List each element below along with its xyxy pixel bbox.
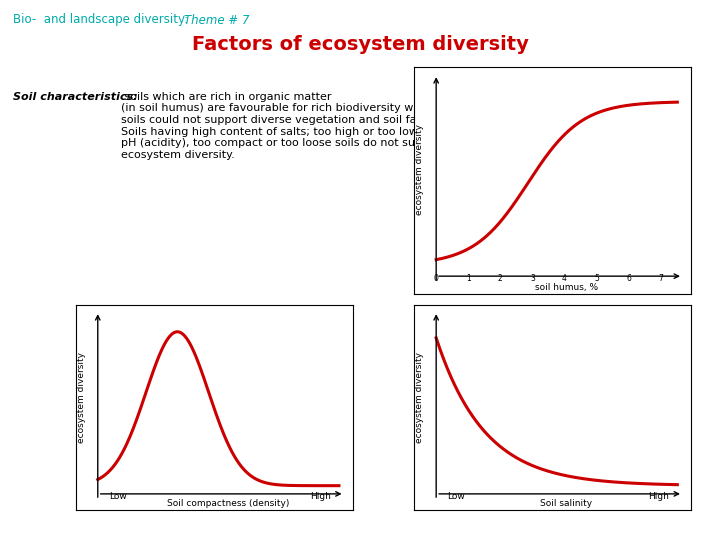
Text: 1: 1 [466, 274, 471, 283]
Text: 5: 5 [594, 274, 599, 283]
Text: Factors of ecosystem diversity: Factors of ecosystem diversity [192, 35, 528, 54]
Text: soils which are rich in organic matter
(in soil humus) are favourable for rich b: soils which are rich in organic matter (… [121, 92, 467, 160]
Text: 0: 0 [433, 274, 438, 283]
Text: ecosystem diversity: ecosystem diversity [415, 352, 424, 443]
Text: Soil compactness (density): Soil compactness (density) [167, 500, 289, 508]
Text: Soil salinity: Soil salinity [541, 500, 593, 508]
Text: 6: 6 [626, 274, 631, 283]
Text: 4: 4 [562, 274, 567, 283]
Text: Soil characteristics:: Soil characteristics: [13, 92, 138, 102]
Text: ecosystem diversity: ecosystem diversity [76, 352, 86, 443]
Text: soil humus, %: soil humus, % [535, 283, 598, 292]
Text: 7: 7 [658, 274, 663, 283]
Text: Low: Low [109, 492, 127, 501]
Text: High: High [310, 492, 330, 501]
Text: Bio-  and landscape diversity:: Bio- and landscape diversity: [13, 14, 192, 26]
Text: High: High [648, 492, 669, 501]
Text: Low: Low [447, 492, 465, 501]
Text: 2: 2 [498, 274, 503, 283]
Text: 3: 3 [530, 274, 535, 283]
Text: Theme # 7: Theme # 7 [184, 14, 249, 26]
Text: ecosystem diversity: ecosystem diversity [415, 124, 424, 215]
